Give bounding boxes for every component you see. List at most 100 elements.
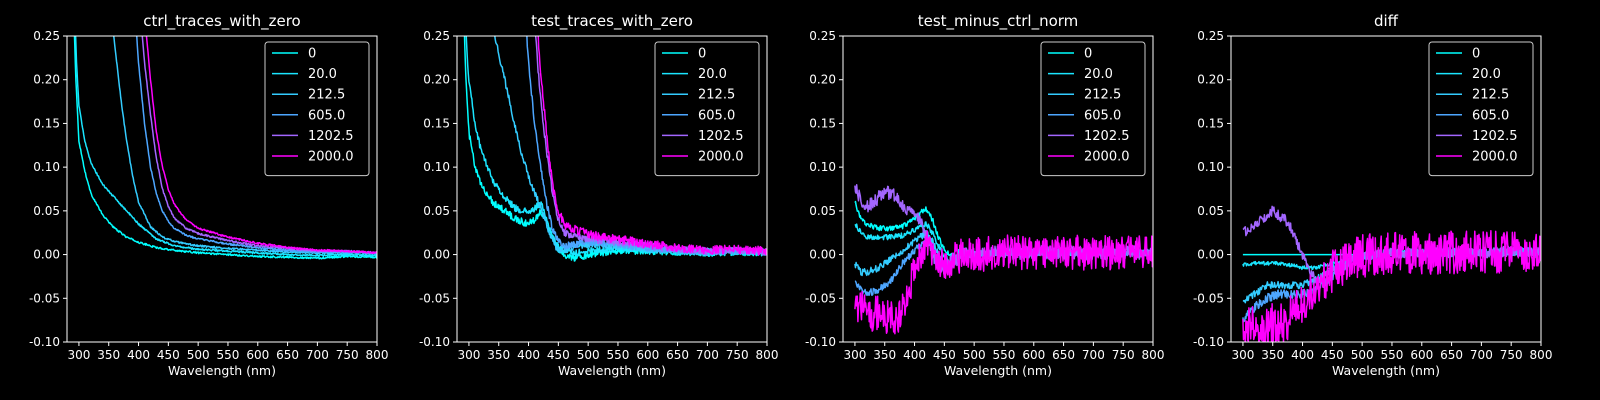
x-tick-label: 450 — [157, 348, 180, 362]
x-tick-label: 750 — [726, 348, 749, 362]
chart-title: test_traces_with_zero — [531, 12, 693, 31]
y-tick-label: 0.15 — [1197, 116, 1224, 130]
y-tick-label: -0.10 — [419, 335, 450, 349]
series-group — [1242, 205, 1541, 342]
y-tick-label: 0.25 — [423, 29, 450, 43]
series-line-2000.0 — [537, 36, 767, 256]
y-tick-label: 0.05 — [809, 204, 836, 218]
legend-label: 0 — [1084, 47, 1092, 62]
x-axis-label: Wavelength (nm) — [168, 363, 276, 378]
legend: 0 20.0 212.5 605.0 1202.5 2000.0 — [264, 41, 370, 177]
x-tick-label: 550 — [993, 348, 1016, 362]
legend-label: 2000.0 — [698, 150, 744, 165]
x-tick-label: 550 — [217, 348, 240, 362]
x-axis-label: Wavelength (nm) — [558, 363, 666, 378]
y-tick-label: 0.00 — [423, 248, 450, 262]
x-axis-label: Wavelength (nm) — [1332, 363, 1440, 378]
legend: 0 20.0 212.5 605.0 1202.5 2000.0 — [654, 41, 760, 177]
chart-title: diff — [1374, 12, 1399, 30]
y-tick-label: 0.05 — [423, 204, 450, 218]
legend-label: 1202.5 — [308, 129, 354, 144]
axes-frame — [66, 35, 378, 343]
legend-label: 605.0 — [308, 108, 345, 123]
axes-frame — [1230, 35, 1542, 343]
y-tick-label: 0.15 — [33, 116, 60, 130]
chart-title: test_minus_ctrl_norm — [918, 12, 1079, 31]
x-tick-label: 350 — [487, 348, 510, 362]
x-tick-label: 800 — [366, 348, 389, 362]
x-axis-label: Wavelength (nm) — [944, 363, 1052, 378]
series-line-1202.5 — [534, 36, 767, 256]
legend-label: 212.5 — [698, 88, 735, 103]
x-tick-label: 400 — [903, 348, 926, 362]
x-tick-label: 600 — [246, 348, 269, 362]
x-tick-label: 800 — [756, 348, 779, 362]
legend: 0 20.0 212.5 605.0 1202.5 2000.0 — [1040, 41, 1146, 177]
legend-label: 2000.0 — [308, 150, 354, 165]
y-tick-label: 0.25 — [809, 29, 836, 43]
x-tick-label: 650 — [1052, 348, 1075, 362]
x-tick-label: 750 — [336, 348, 359, 362]
y-tick-label: 0.20 — [423, 73, 450, 87]
legend-label: 20.0 — [308, 67, 337, 82]
x-tick-label: 550 — [607, 348, 630, 362]
x-tick-label: 450 — [933, 348, 956, 362]
y-tick-label: 0.00 — [809, 248, 836, 262]
x-tick-label: 300 — [843, 348, 866, 362]
legend-label: 20.0 — [1084, 67, 1113, 82]
legend-label: 20.0 — [1472, 67, 1501, 82]
series-line-2000.0 — [854, 230, 1153, 335]
chart-panel-4: 300 350 400 450 500 550 600 650 700 750 800 -0.10 -0… — [1193, 12, 1553, 378]
x-tick-label: 600 — [1410, 348, 1433, 362]
x-tick-label: 350 — [1261, 348, 1284, 362]
y-tick-label: 0.05 — [33, 204, 60, 218]
x-tick-label: 300 — [67, 348, 90, 362]
x-tick-label: 350 — [873, 348, 896, 362]
legend-box — [654, 41, 760, 177]
y-tick-label: -0.05 — [1193, 291, 1224, 305]
legend-label: 605.0 — [1472, 108, 1509, 123]
axes-frame — [456, 35, 768, 343]
x-tick-label: 600 — [1022, 348, 1045, 362]
legend-label: 0 — [1472, 47, 1480, 62]
y-tick-label: 0.15 — [423, 116, 450, 130]
series-group — [854, 184, 1153, 335]
y-tick-label: 0.10 — [809, 160, 836, 174]
y-tick-label: 0.20 — [1197, 73, 1224, 87]
y-tick-label: -0.05 — [805, 291, 836, 305]
x-tick-label: 800 — [1530, 348, 1553, 362]
y-tick-label: -0.10 — [805, 335, 836, 349]
y-tick-label: 0.20 — [809, 73, 836, 87]
legend-label: 1202.5 — [698, 129, 744, 144]
x-tick-label: 700 — [1082, 348, 1105, 362]
legend-box — [264, 41, 370, 177]
x-tick-label: 300 — [1231, 348, 1254, 362]
legend-label: 20.0 — [698, 67, 727, 82]
y-tick-label: 0.20 — [33, 73, 60, 87]
x-tick-label: 600 — [636, 348, 659, 362]
legend-label: 605.0 — [1084, 108, 1121, 123]
y-tick-label: 0.10 — [423, 160, 450, 174]
x-tick-label: 650 — [1440, 348, 1463, 362]
y-tick-label: -0.05 — [29, 291, 60, 305]
x-tick-label: 400 — [517, 348, 540, 362]
series-line-0 — [73, 36, 377, 260]
y-tick-label: 0.05 — [1197, 204, 1224, 218]
y-tick-label: 0.10 — [33, 160, 60, 174]
legend-label: 0 — [308, 47, 316, 62]
series-group — [73, 36, 377, 260]
chart-panel-3: 300 350 400 450 500 550 600 650 700 750 800 -0.10 -0… — [805, 12, 1165, 378]
legend-box — [1428, 41, 1534, 177]
x-tick-label: 750 — [1112, 348, 1135, 362]
y-tick-label: 0.25 — [33, 29, 60, 43]
x-tick-label: 650 — [276, 348, 299, 362]
chart-panel-1: 300 350 400 450 500 550 600 650 700 750 800 -0.10 -0… — [29, 12, 389, 378]
legend-label: 1202.5 — [1472, 129, 1518, 144]
x-tick-label: 450 — [547, 348, 570, 362]
legend-label: 2000.0 — [1472, 150, 1518, 165]
y-tick-label: 0.15 — [809, 116, 836, 130]
x-tick-label: 700 — [1470, 348, 1493, 362]
legend: 0 20.0 212.5 605.0 1202.5 2000.0 — [1428, 41, 1534, 177]
chart-title: ctrl_traces_with_zero — [143, 12, 300, 31]
